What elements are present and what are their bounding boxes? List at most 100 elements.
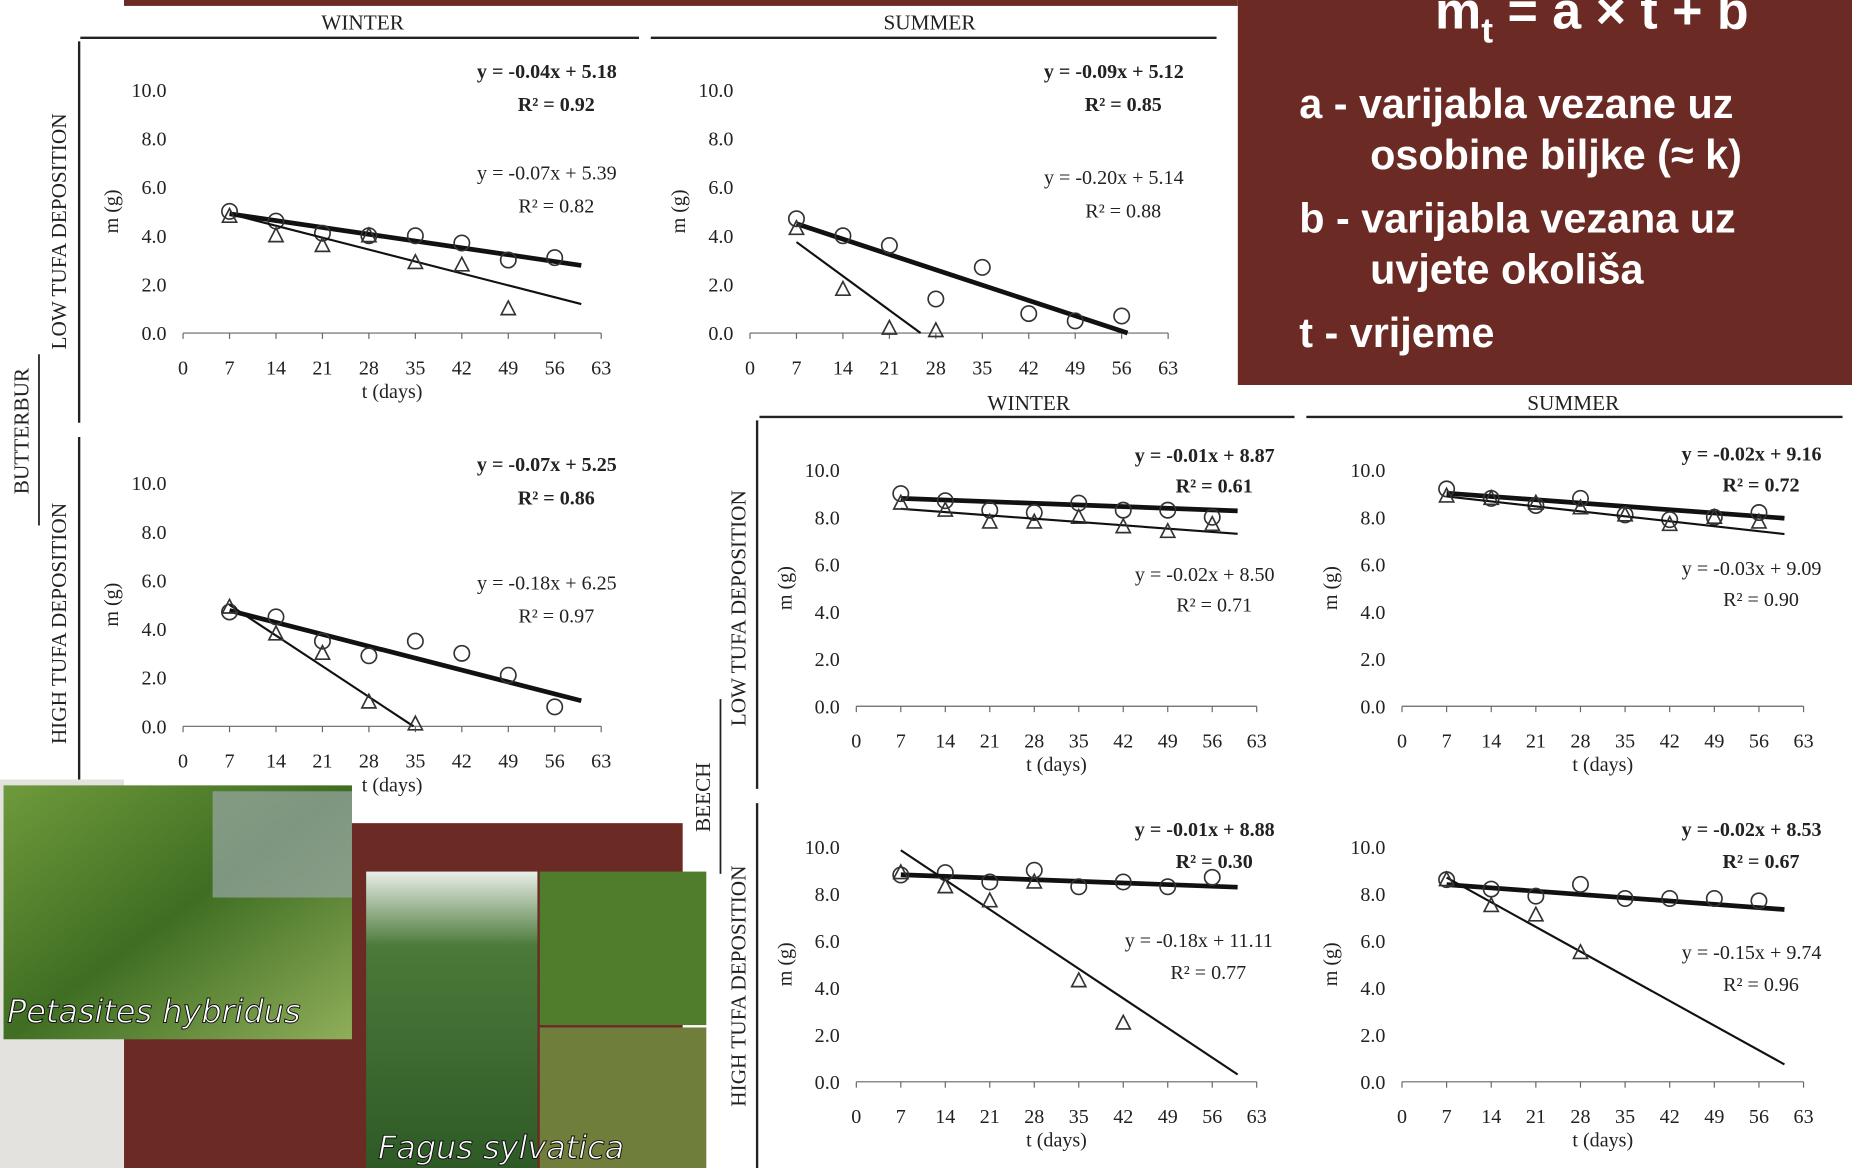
x-axis-label: t (days) (1572, 754, 1633, 776)
x-tick-label: 21 (1526, 731, 1546, 753)
x-tick-label: 56 (1749, 731, 1769, 753)
y-tick-label: 4.0 (815, 602, 840, 624)
photo-caption: Fagus sylvatica (378, 1129, 624, 1167)
trend-line (228, 604, 415, 728)
y-tick-label: 10.0 (131, 80, 166, 102)
x-tick-label: 49 (1704, 1106, 1724, 1128)
beech-panel (712, 385, 1852, 1168)
point-triangle (1070, 507, 1088, 525)
x-tick-label: 42 (1660, 731, 1680, 753)
row-label: HIGH TUFA DEPOSITION (726, 866, 750, 1107)
x-tick-label: 21 (980, 1106, 1000, 1128)
point-triangle (1070, 971, 1088, 988)
fit-equation: y = -0.07x + 5.39 (477, 163, 617, 185)
fit-r2: R² = 0.96 (1723, 974, 1799, 996)
point-circle (892, 866, 910, 884)
point-circle (981, 501, 999, 519)
point-triangle (360, 692, 378, 709)
x-tick-label: 56 (545, 357, 565, 379)
point-triangle (221, 597, 238, 614)
x-tick-label: 35 (1069, 731, 1089, 753)
point-triangle (313, 643, 331, 661)
photo-water (212, 791, 352, 898)
y-axis-label: m (g) (774, 566, 796, 610)
point-circle (787, 210, 805, 228)
chart: 0 7 14 21 28 35 42 49 56 63 0.0 2.0 4.0 6.0 8.0 10.0 t (… (774, 819, 1274, 1152)
x-tick-label: 49 (498, 751, 518, 773)
fit-equation: y = -0.04x + 5.18 (477, 61, 617, 83)
point-triangle (1527, 493, 1545, 510)
point-circle (313, 632, 331, 650)
fit-r2: R² = 0.86 (518, 487, 595, 509)
point-triangle (267, 624, 285, 641)
y-tick-label: 0.0 (708, 323, 733, 345)
fit-equation: y = -0.18x + 6.25 (477, 572, 617, 594)
y-tick-label: 0.0 (815, 696, 840, 718)
x-tick-label: 42 (452, 357, 472, 379)
fit-r2: R² = 0.71 (1176, 595, 1252, 617)
fit-equation: y = -0.03x + 9.09 (1682, 558, 1822, 580)
point-circle (981, 873, 999, 891)
fit-r2: R² = 0.97 (518, 605, 594, 627)
point-triangle (936, 500, 954, 517)
y-axis-label: m (g) (668, 189, 690, 233)
trend-line (795, 241, 922, 334)
y-tick-label: 6.0 (708, 177, 733, 199)
point-circle (1203, 508, 1221, 526)
x-tick-label: 49 (1158, 731, 1178, 753)
fit-r2: R² = 0.90 (1723, 589, 1799, 611)
point-triangle (1159, 521, 1177, 539)
trend-line (1446, 490, 1785, 521)
point-circle (499, 666, 517, 684)
point-circle (546, 698, 564, 716)
x-tick-label: 63 (1247, 1106, 1267, 1128)
trend-line (1446, 495, 1785, 536)
point-triangle (1482, 488, 1500, 506)
x-tick-label: 56 (1112, 357, 1132, 379)
x-tick-label: 0 (745, 357, 755, 379)
y-tick-label: 10.0 (805, 460, 840, 482)
y-tick-label: 10.0 (1350, 460, 1385, 482)
y-tick-label: 0.0 (815, 1072, 840, 1094)
point-circle (221, 202, 239, 220)
point-circle (936, 492, 954, 510)
y-axis-label: m (g) (1320, 566, 1342, 610)
point-circle (1661, 889, 1679, 907)
y-tick-label: 6.0 (815, 931, 840, 953)
chart: 0 7 14 21 28 35 42 49 56 63 0.0 2.0 4.0 6.0 8.0 10.0 m (… (668, 61, 1184, 379)
column-header: WINTER (987, 391, 1070, 415)
x-tick-label: 49 (1065, 357, 1085, 379)
x-tick-label: 35 (405, 751, 425, 773)
fit-r2: R² = 0.67 (1723, 851, 1800, 873)
x-tick-label: 28 (1570, 1106, 1590, 1128)
point-circle (1066, 312, 1084, 330)
point-circle (1705, 889, 1723, 907)
trend-line (229, 212, 582, 306)
fit-r2: R² = 0.61 (1176, 475, 1253, 497)
x-tick-label: 7 (1442, 731, 1452, 753)
x-axis-label: t (days) (362, 381, 423, 403)
fit-equation: y = -0.18x + 11.11 (1125, 930, 1273, 952)
y-tick-label: 10.0 (805, 837, 840, 859)
formula: mt = a × t + b (1435, 0, 1749, 51)
y-tick-label: 4.0 (141, 226, 166, 248)
fit-r2: R² = 0.92 (518, 94, 595, 116)
point-circle (1527, 887, 1545, 905)
point-triangle (1025, 872, 1043, 889)
x-tick-label: 14 (266, 751, 286, 773)
point-triangle (221, 206, 238, 223)
point-circle (546, 249, 564, 267)
point-triangle (1482, 896, 1500, 913)
x-tick-label: 42 (1019, 357, 1039, 379)
point-circle (1203, 868, 1221, 886)
x-tick-label: 0 (851, 731, 861, 753)
y-tick-label: 10.0 (131, 473, 166, 495)
photo-caption: Petasites hybridus (7, 993, 301, 1031)
point-triangle (1705, 507, 1723, 525)
point-triangle (1572, 498, 1589, 515)
x-tick-label: 35 (1615, 731, 1635, 753)
x-tick-label: 0 (851, 1106, 861, 1128)
fit-equation: y = -0.15x + 9.74 (1682, 942, 1822, 964)
trend-line (900, 496, 1238, 514)
x-tick-label: 7 (1442, 1106, 1452, 1128)
